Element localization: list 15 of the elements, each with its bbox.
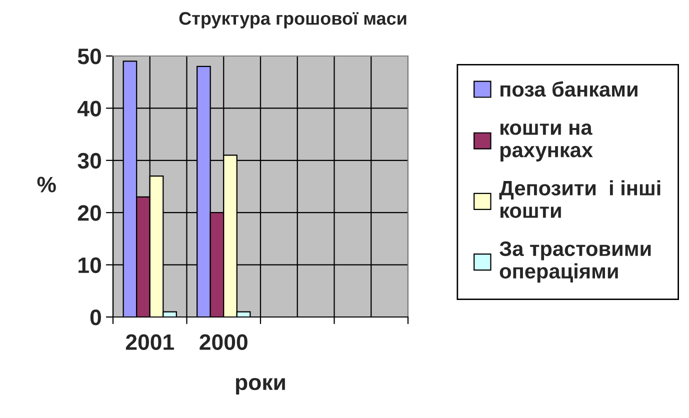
legend-label: Депозити і інші кошти bbox=[499, 180, 660, 218]
y-tick-label: 20 bbox=[78, 205, 101, 221]
y-tick-label: 30 bbox=[78, 152, 101, 169]
x-tick-label: 2000 bbox=[200, 334, 248, 350]
y-tick-label: 50 bbox=[78, 48, 101, 64]
y-axis-title: % bbox=[37, 176, 56, 192]
legend-label: кошти на рахунках bbox=[500, 123, 593, 162]
x-axis-title: роки bbox=[236, 378, 285, 395]
chart-title: Структура грошової маси bbox=[179, 12, 406, 28]
y-tick-label: 40 bbox=[78, 100, 101, 116]
x-tick-label: 2001 bbox=[126, 334, 174, 350]
legend-label: За трастовими операціями bbox=[500, 241, 651, 283]
legend-label: поза банками bbox=[500, 81, 638, 97]
y-tick-label: 10 bbox=[78, 257, 101, 274]
y-tick-label: 0 bbox=[90, 310, 101, 326]
